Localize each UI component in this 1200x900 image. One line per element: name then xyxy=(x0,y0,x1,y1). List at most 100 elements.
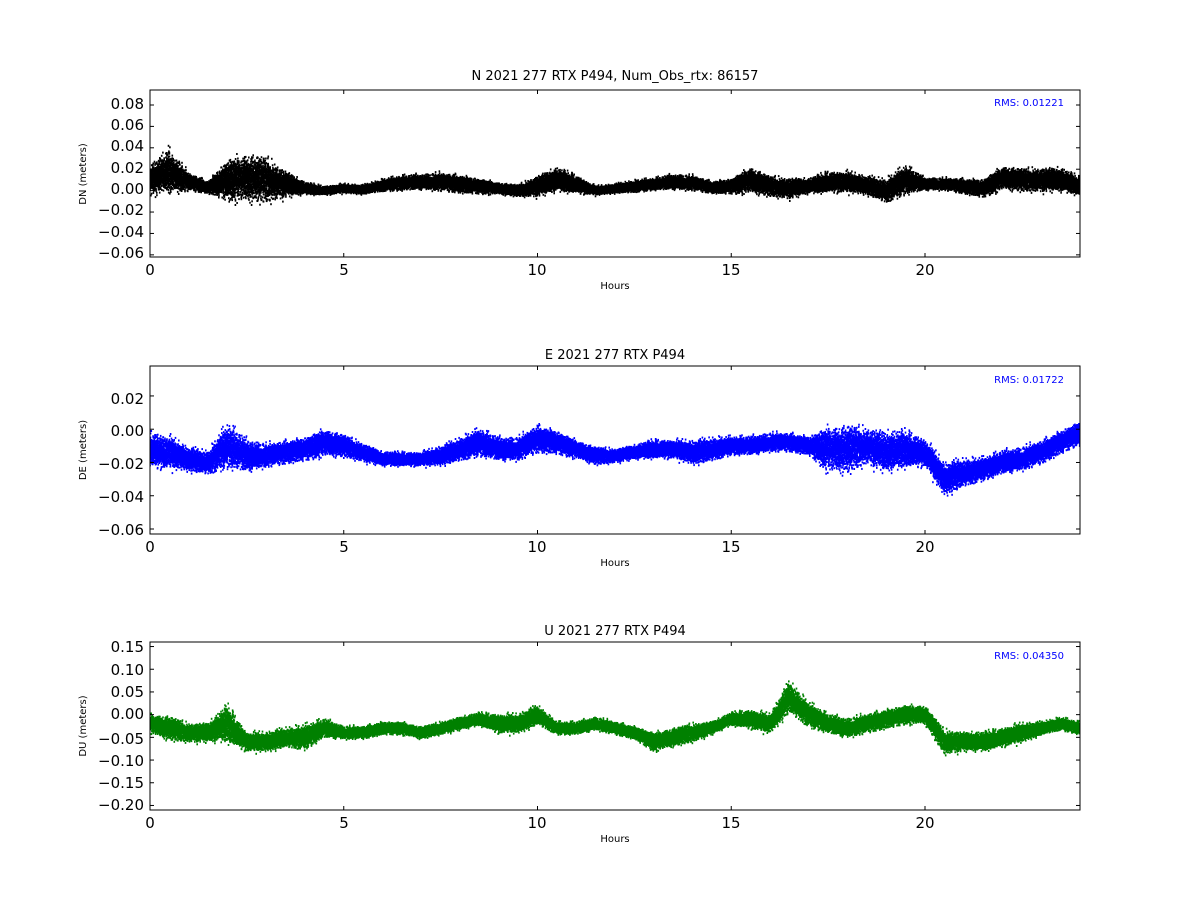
north-data-point xyxy=(155,196,157,198)
north-y-tick-label: −0.04 xyxy=(98,223,144,241)
north-data-point xyxy=(252,154,254,156)
north-data-point xyxy=(249,194,251,196)
north-data-point xyxy=(223,188,225,190)
north-data-point xyxy=(154,161,156,163)
north-data-point xyxy=(163,190,165,192)
north-data-point xyxy=(153,192,155,194)
north-data-point xyxy=(262,165,264,167)
north-data-point xyxy=(238,193,240,195)
north-data-point xyxy=(263,158,265,160)
north-data-point xyxy=(238,198,240,200)
north-data-point xyxy=(242,192,244,194)
north-data-point xyxy=(265,164,267,166)
north-x-tick-label: 5 xyxy=(339,261,349,279)
north-data-point xyxy=(179,164,181,166)
north-data-point xyxy=(172,182,174,184)
north-data-point xyxy=(235,204,237,206)
north-x-tick-label: 10 xyxy=(527,261,546,279)
north-data-point xyxy=(153,166,155,168)
north-data-point xyxy=(234,160,236,162)
north-data-point xyxy=(221,166,223,168)
north-data-point xyxy=(245,156,247,158)
north-data-point xyxy=(217,171,219,173)
north-data-point xyxy=(241,198,243,200)
north-data-point xyxy=(224,196,226,198)
north-data-point xyxy=(195,190,197,192)
north-data-point xyxy=(156,192,158,194)
north-series-points xyxy=(149,145,1081,206)
north-data-point xyxy=(261,162,263,164)
north-data-point xyxy=(160,158,162,160)
north-data-point xyxy=(195,176,197,178)
north-data-point xyxy=(184,189,186,191)
north-data-point xyxy=(218,195,220,197)
north-data-point xyxy=(154,163,156,165)
north-data-point xyxy=(241,188,243,190)
north-data-point xyxy=(174,160,176,162)
north-data-point xyxy=(238,162,240,164)
north-y-tick-label: 0.00 xyxy=(111,180,144,198)
north-data-point xyxy=(266,187,268,189)
north-data-point xyxy=(159,161,161,163)
north-data-point xyxy=(166,185,168,187)
north-data-point xyxy=(234,196,236,198)
north-xlabel: Hours xyxy=(600,281,629,292)
north-data-point xyxy=(173,159,175,161)
north-data-point xyxy=(185,166,187,168)
north-data-point xyxy=(257,197,259,199)
north-data-point xyxy=(161,185,163,187)
north-data-point xyxy=(161,155,163,157)
north-data-point xyxy=(242,158,244,160)
north-x-tick-label: 0 xyxy=(145,261,155,279)
north-data-point xyxy=(263,201,265,203)
north-data-point xyxy=(230,159,232,161)
north-x-tick-labels: 0 5 10 15 20 xyxy=(145,261,934,279)
north-data-point xyxy=(169,153,171,155)
north-data-point xyxy=(249,202,251,204)
north-data-point xyxy=(235,158,237,160)
north-data-point xyxy=(181,162,183,164)
north-x-tick-label: 20 xyxy=(915,261,934,279)
north-data-point xyxy=(167,154,169,156)
north-data-point xyxy=(265,192,267,194)
north-title: N 2021 277 RTX P494, Num_Obs_rtx: 86157 xyxy=(472,69,759,84)
north-data-point xyxy=(228,162,230,164)
north-data-point xyxy=(176,187,178,189)
north-data-point xyxy=(236,202,238,204)
north-data-point xyxy=(265,160,267,162)
north-ylabel: DN (meters) xyxy=(78,143,89,205)
north-data-point xyxy=(168,189,170,191)
north-data-point xyxy=(260,195,262,197)
north-data-point xyxy=(228,197,230,199)
north-data-point xyxy=(255,197,257,199)
north-data-point xyxy=(239,165,241,167)
north-data-point xyxy=(187,173,189,175)
north-data-point xyxy=(159,192,161,194)
north-data-point xyxy=(156,194,158,196)
north-data-point xyxy=(176,160,178,162)
north-data-point xyxy=(234,194,236,196)
north-data-point xyxy=(267,157,269,159)
north-data-point xyxy=(247,159,249,161)
north-data-point xyxy=(268,156,270,158)
north-data-point xyxy=(151,193,153,195)
north-data-point xyxy=(262,196,264,198)
north-data-point xyxy=(248,157,250,159)
north-data-point xyxy=(237,158,239,160)
north-data-point xyxy=(253,192,255,194)
north-data-point xyxy=(236,153,238,155)
north-panel: N 2021 277 RTX P494, Num_Obs_rtx: 86157 … xyxy=(78,69,1081,292)
north-data-point xyxy=(185,169,187,171)
north-data-point xyxy=(209,193,211,195)
north-data-point xyxy=(177,191,179,193)
north-data-point xyxy=(211,190,213,192)
north-data-point xyxy=(169,156,171,158)
north-data-point xyxy=(248,199,250,201)
north-data-point xyxy=(269,199,271,201)
north-y-tick-labels: −0.06 −0.04 −0.02 0.00 0.02 0.04 0.06 0.… xyxy=(98,95,144,262)
north-y-tick-label: −0.06 xyxy=(98,244,144,262)
north-data-point xyxy=(221,197,223,199)
north-data-point xyxy=(221,191,223,193)
north-y-tick-label: −0.02 xyxy=(98,201,144,219)
north-data-point xyxy=(231,199,233,201)
